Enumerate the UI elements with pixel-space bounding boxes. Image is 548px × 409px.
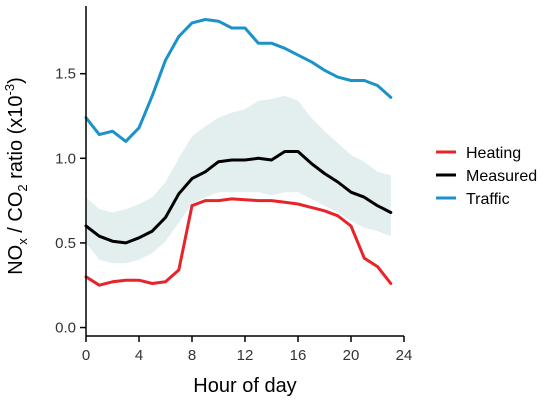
axis-ticks: 0 4 8 12 16 20 24 0.0 0.5 1.0 1.5 [55, 66, 412, 364]
series-lines [84, 18, 393, 287]
y-tick-label: 0.5 [55, 235, 76, 252]
x-axis-title: Hour of day [193, 375, 296, 397]
x-tick-label: 12 [237, 347, 254, 364]
x-tick-label: 24 [396, 347, 413, 364]
x-tick-label: 8 [188, 347, 196, 364]
x-tick-label: 16 [290, 347, 307, 364]
legend-label-measured: Measured [466, 168, 537, 185]
y-axis-title-part: ) [5, 77, 27, 84]
y-tick-label: 1.5 [55, 66, 76, 83]
series-line-traffic [84, 18, 393, 143]
x-tick-label: 0 [82, 347, 90, 364]
y-axis-title-part: x [15, 238, 30, 245]
y-tick-label: 0.0 [55, 320, 76, 337]
y-axis-title: NOx / CO2 ratio (x10-3) [2, 77, 30, 275]
series-line-measured [84, 150, 393, 245]
series-line-heating [84, 197, 393, 287]
band-area [86, 95, 391, 264]
legend: Heating Measured Traffic [436, 145, 537, 208]
legend-label-heating: Heating [466, 145, 521, 162]
y-axis-title-part: 2 [15, 184, 30, 191]
x-tick-label: 4 [135, 347, 143, 364]
y-axis-title-part: NO [5, 245, 27, 275]
y-axis-title-part: / CO [5, 192, 27, 239]
y-tick-label: 1.0 [55, 150, 76, 167]
y-axis-title-part: ratio (x10 [5, 95, 27, 184]
x-tick-label: 20 [343, 347, 360, 364]
legend-label-traffic: Traffic [466, 191, 510, 208]
confidence-band [86, 95, 391, 264]
y-axis-title-part: -3 [2, 84, 17, 96]
